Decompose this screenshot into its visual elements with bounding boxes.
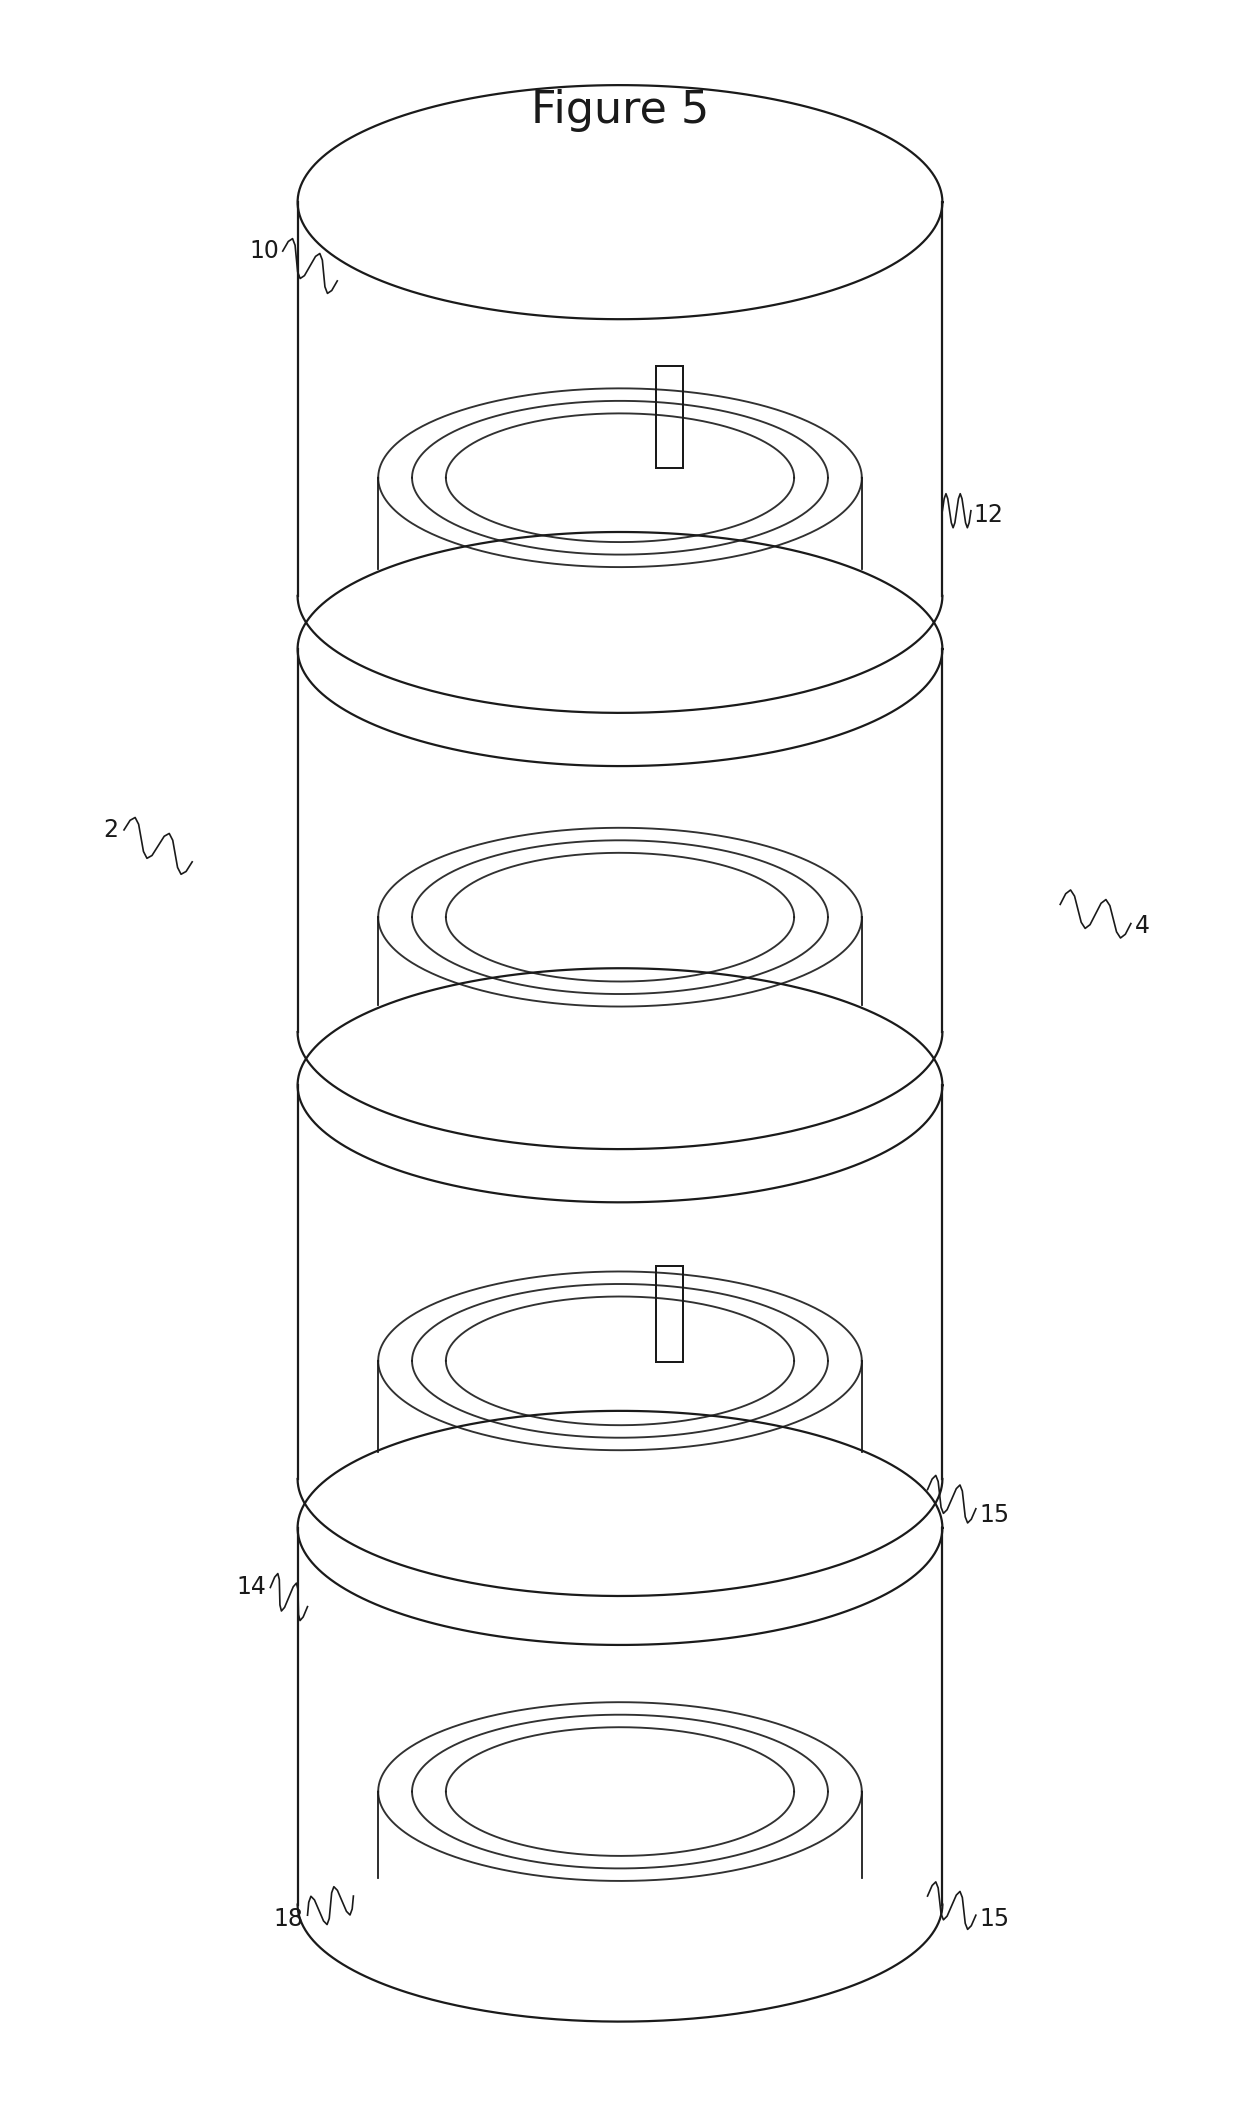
Text: 14: 14 (237, 1575, 267, 1600)
Text: 2: 2 (103, 817, 118, 843)
Text: 12: 12 (973, 502, 1003, 528)
Text: 15: 15 (980, 1502, 1009, 1528)
Text: 18: 18 (274, 1907, 304, 1932)
Text: 4: 4 (1135, 913, 1149, 938)
Text: 10: 10 (249, 238, 279, 264)
Text: 15: 15 (980, 1907, 1009, 1932)
Text: Figure 5: Figure 5 (531, 89, 709, 132)
